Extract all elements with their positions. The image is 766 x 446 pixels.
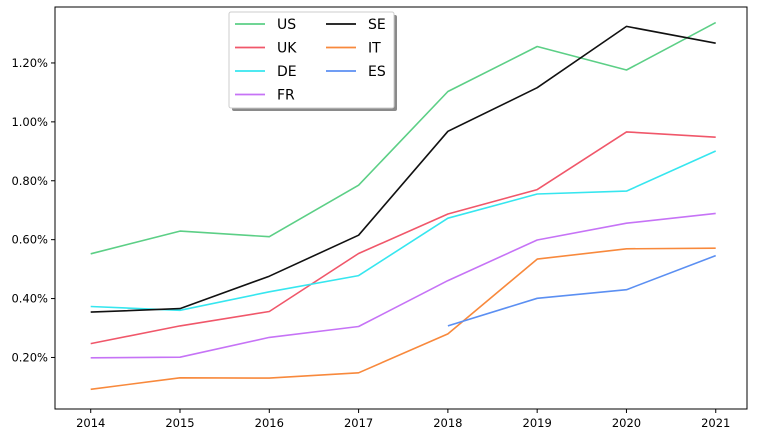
series-line-it [90, 247, 716, 391]
legend-label-de: DE [277, 64, 297, 80]
x-tick-label: 2021 [701, 416, 730, 430]
legend-label-us: US [277, 17, 296, 33]
series-line-fr [90, 212, 716, 359]
y-tick-label: 0.80% [11, 174, 48, 188]
legend-label-es: ES [368, 64, 386, 80]
x-tick-label: 2014 [76, 416, 105, 430]
x-tick-label: 2019 [523, 416, 552, 430]
y-tick-label: 1.20% [11, 56, 48, 70]
plot-frame [54, 6, 748, 410]
axes-layer: 2014 2015 2016 2017 2018 2019 2020 2021 0.20% 0.4… [11, 56, 730, 430]
series-line-us [90, 21, 717, 255]
x-tick-label: 2016 [255, 416, 284, 430]
legend: US UK DE FR SE IT ES [228, 11, 397, 111]
series-line-es [447, 254, 716, 327]
series-line-de [90, 150, 717, 312]
x-tick-label: 2017 [344, 416, 373, 430]
legend-label-fr: FR [277, 88, 295, 104]
y-tick-label: 0.20% [11, 350, 48, 364]
legend-box [228, 11, 395, 109]
legend-label-uk: UK [277, 41, 297, 57]
x-tick-label: 2018 [433, 416, 462, 430]
y-tick-label: 1.00% [11, 115, 48, 129]
legend-label-it: IT [368, 41, 381, 57]
y-tick-label: 0.60% [11, 233, 48, 247]
series-line-uk [90, 131, 716, 345]
series-line-se [90, 25, 716, 313]
y-tick-label: 0.40% [11, 292, 48, 306]
x-tick-label: 2020 [612, 416, 641, 430]
x-tick-label: 2015 [165, 416, 194, 430]
series-layer [90, 21, 717, 391]
legend-label-se: SE [368, 17, 386, 33]
